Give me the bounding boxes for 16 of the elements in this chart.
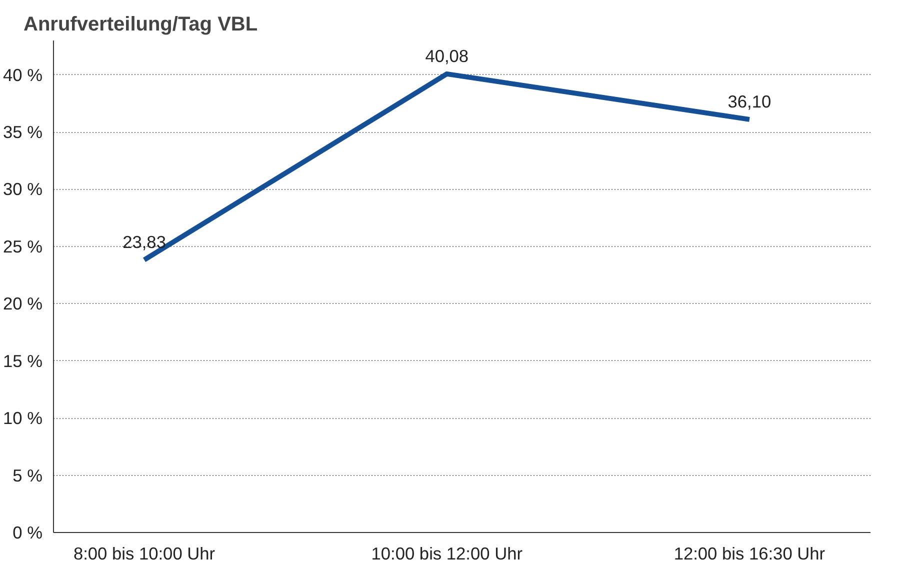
y-tick-label: 5 % bbox=[12, 465, 42, 486]
x-tick-label: 12:00 bis 16:30 Uhr bbox=[674, 544, 826, 564]
data-label: 23,83 bbox=[122, 232, 166, 252]
y-tick-label: 15 % bbox=[3, 350, 43, 371]
y-tick-label: 0 % bbox=[12, 522, 42, 542]
y-tick-label: 30 % bbox=[3, 179, 43, 200]
data-label: 40,08 bbox=[425, 46, 469, 66]
y-tick-label: 35 % bbox=[3, 122, 43, 142]
y-tick-label: 10 % bbox=[3, 408, 43, 428]
y-tick-label: 20 % bbox=[3, 294, 43, 314]
y-tick-label: 40 % bbox=[3, 64, 43, 85]
chart-title: Anrufverteilung/Tag VBL bbox=[24, 14, 258, 36]
data-label: 36,10 bbox=[728, 91, 772, 112]
y-tick-label: 25 % bbox=[3, 236, 43, 256]
x-tick-label: 10:00 bis 12:00 Uhr bbox=[371, 544, 523, 564]
x-tick-label: 8:00 bis 10:00 Uhr bbox=[73, 544, 216, 564]
